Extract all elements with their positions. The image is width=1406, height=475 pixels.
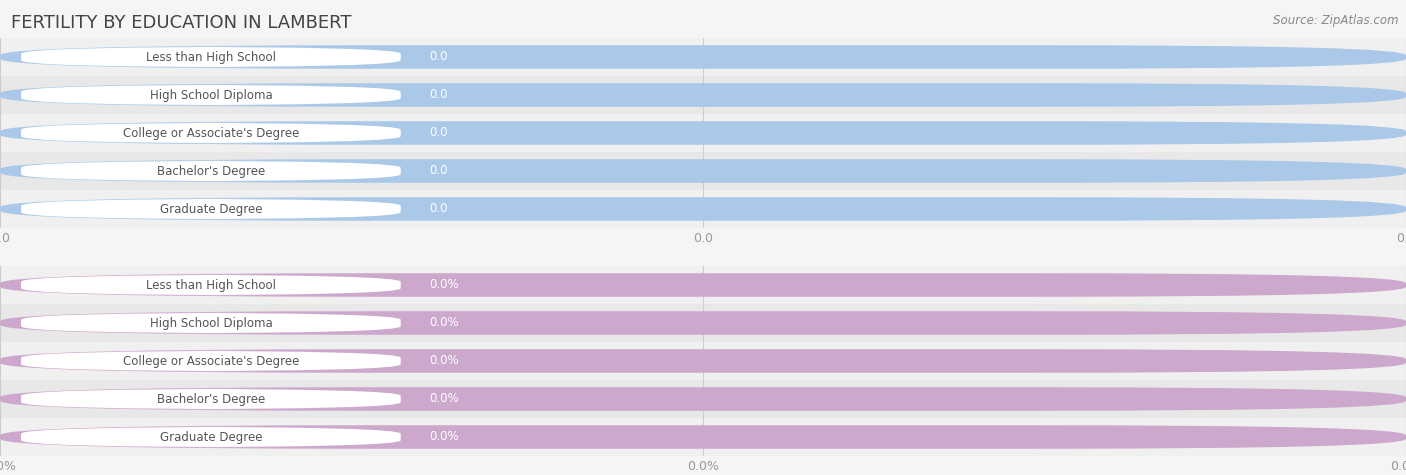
FancyBboxPatch shape <box>0 425 1406 449</box>
Bar <box>0 380 1406 418</box>
FancyBboxPatch shape <box>0 349 1406 373</box>
FancyBboxPatch shape <box>0 45 1406 69</box>
Text: 0.0%: 0.0% <box>429 278 458 292</box>
FancyBboxPatch shape <box>0 83 1406 107</box>
Text: 0.0%: 0.0% <box>429 354 458 368</box>
Text: Source: ZipAtlas.com: Source: ZipAtlas.com <box>1274 14 1399 27</box>
FancyBboxPatch shape <box>21 85 401 105</box>
Text: Less than High School: Less than High School <box>146 50 276 64</box>
Text: Graduate Degree: Graduate Degree <box>160 430 262 444</box>
Text: Graduate Degree: Graduate Degree <box>160 202 262 216</box>
FancyBboxPatch shape <box>0 159 1406 183</box>
Text: Bachelor's Degree: Bachelor's Degree <box>157 164 264 178</box>
FancyBboxPatch shape <box>21 47 401 67</box>
FancyBboxPatch shape <box>21 275 401 295</box>
FancyBboxPatch shape <box>0 273 1406 297</box>
Bar <box>0 76 1406 114</box>
Text: Bachelor's Degree: Bachelor's Degree <box>157 392 264 406</box>
FancyBboxPatch shape <box>21 199 401 219</box>
Text: 0.0: 0.0 <box>429 202 447 216</box>
Text: 0.0: 0.0 <box>429 164 447 178</box>
Bar <box>0 190 1406 228</box>
Bar <box>0 114 1406 152</box>
Text: Less than High School: Less than High School <box>146 278 276 292</box>
Text: High School Diploma: High School Diploma <box>149 316 273 330</box>
FancyBboxPatch shape <box>21 161 401 181</box>
FancyBboxPatch shape <box>21 313 401 333</box>
FancyBboxPatch shape <box>0 311 1406 335</box>
Text: FERTILITY BY EDUCATION IN LAMBERT: FERTILITY BY EDUCATION IN LAMBERT <box>11 14 352 32</box>
Text: 0.0: 0.0 <box>429 88 447 102</box>
FancyBboxPatch shape <box>0 121 1406 145</box>
Text: 0.0%: 0.0% <box>429 316 458 330</box>
Text: High School Diploma: High School Diploma <box>149 88 273 102</box>
FancyBboxPatch shape <box>21 389 401 409</box>
Bar <box>0 266 1406 304</box>
Text: College or Associate's Degree: College or Associate's Degree <box>122 354 299 368</box>
Text: 0.0: 0.0 <box>429 50 447 64</box>
FancyBboxPatch shape <box>21 427 401 447</box>
FancyBboxPatch shape <box>21 351 401 371</box>
FancyBboxPatch shape <box>21 123 401 143</box>
Bar <box>0 152 1406 190</box>
Bar <box>0 304 1406 342</box>
Text: 0.0%: 0.0% <box>429 392 458 406</box>
Bar <box>0 342 1406 380</box>
Bar <box>0 418 1406 456</box>
Text: 0.0%: 0.0% <box>429 430 458 444</box>
Text: 0.0: 0.0 <box>429 126 447 140</box>
Text: College or Associate's Degree: College or Associate's Degree <box>122 126 299 140</box>
Bar <box>0 38 1406 76</box>
FancyBboxPatch shape <box>0 197 1406 221</box>
FancyBboxPatch shape <box>0 387 1406 411</box>
